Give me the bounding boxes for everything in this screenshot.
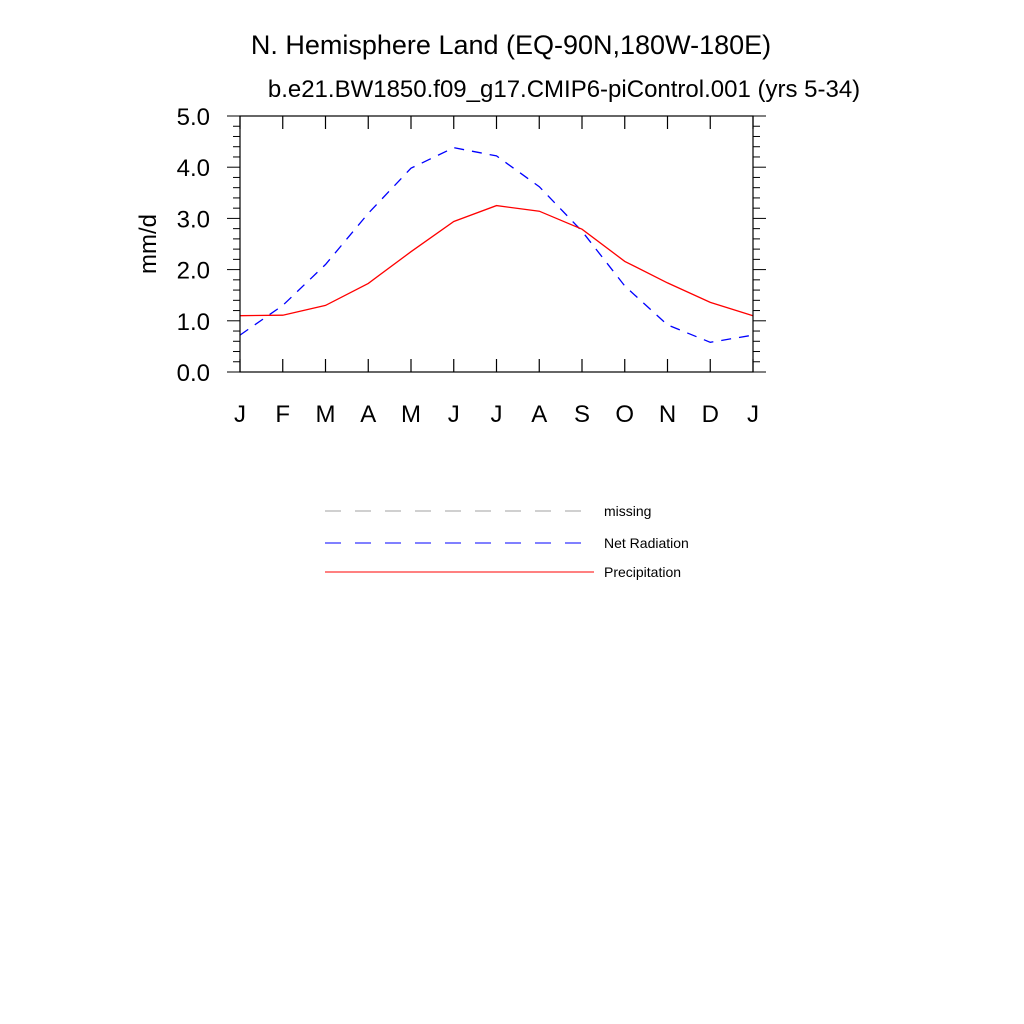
legend-label: missing: [604, 503, 651, 519]
x-tick-label: N: [659, 401, 676, 428]
x-tick-label: S: [574, 401, 590, 428]
x-tick-label: A: [360, 401, 376, 428]
series-line-net-radiation: [239, 147, 754, 343]
x-tick-label: J: [747, 401, 759, 428]
x-tick-label: J: [448, 401, 460, 428]
y-tick-label: 4.0: [177, 155, 210, 182]
x-tick-label: J: [491, 401, 503, 428]
x-tick-label: A: [531, 401, 547, 428]
x-tick-label: D: [702, 401, 719, 428]
x-tick-label: M: [401, 401, 421, 428]
x-tick-label: O: [615, 401, 634, 428]
series-line-precipitation: [239, 204, 754, 317]
y-tick-label: 1.0: [177, 309, 210, 336]
plot-frame: [239, 115, 754, 373]
y-tick-labels: 0.0 1.0 2.0 3.0 4.0 5.0: [177, 104, 210, 387]
y-tick-label: 5.0: [177, 104, 210, 131]
axis-ticks: [227, 115, 766, 373]
legend: missing Net Radiation Precipitation: [325, 503, 689, 580]
legend-label: Precipitation: [604, 564, 681, 580]
y-tick-label: 3.0: [177, 206, 210, 233]
y-tick-label: 2.0: [177, 258, 210, 285]
x-tick-label: F: [275, 401, 290, 428]
x-tick-label: M: [316, 401, 336, 428]
series-lines: [239, 147, 754, 343]
chart-subtitle: b.e21.BW1850.f09_g17.CMIP6-piControl.001…: [268, 76, 860, 103]
legend-label: Net Radiation: [604, 535, 689, 551]
y-tick-label: 0.0: [177, 360, 210, 387]
y-axis-label: mm/d: [135, 214, 162, 274]
x-tick-label: J: [234, 401, 246, 428]
chart-title: N. Hemisphere Land (EQ-90N,180W-180E): [251, 30, 771, 60]
